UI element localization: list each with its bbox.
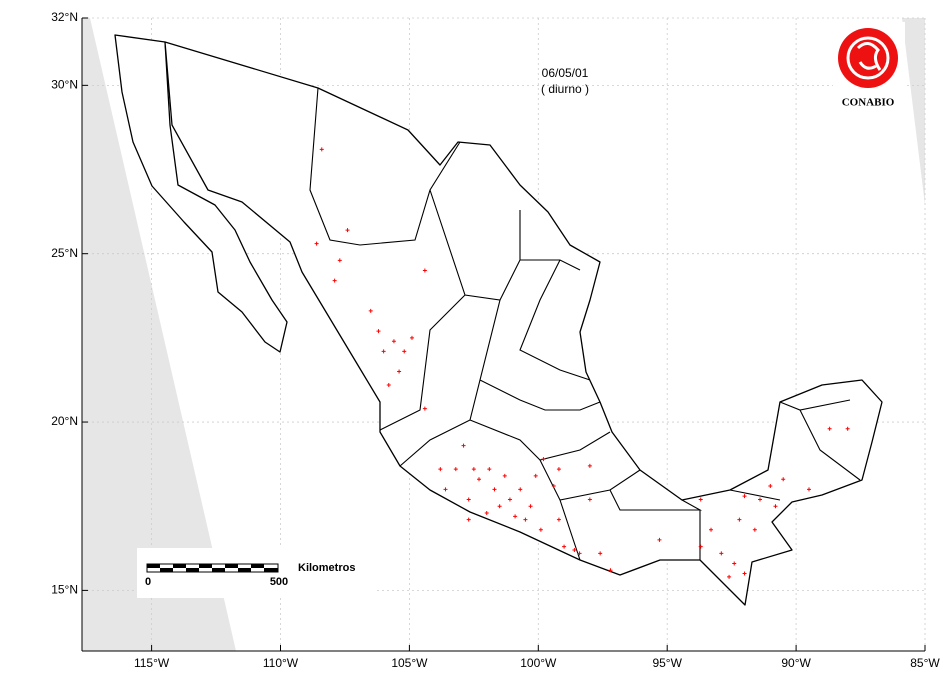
map-subtitle: ( diurno ) bbox=[541, 82, 589, 96]
x-tick-label: 90°W bbox=[781, 656, 811, 670]
fire-point bbox=[727, 574, 732, 579]
fire-point bbox=[391, 339, 396, 344]
y-tick-label: 25°N bbox=[51, 246, 78, 260]
no-data-region bbox=[82, 18, 236, 651]
fire-point bbox=[698, 497, 703, 502]
fire-point bbox=[332, 278, 337, 283]
scale-unit: Kilometros bbox=[298, 562, 355, 574]
x-tick-label: 115°W bbox=[134, 656, 170, 670]
fire-point bbox=[402, 349, 407, 354]
fire-point bbox=[533, 473, 538, 478]
y-tick-label: 30°N bbox=[51, 78, 78, 92]
fire-point bbox=[556, 467, 561, 472]
fire-point bbox=[541, 457, 546, 462]
fire-point bbox=[657, 537, 662, 542]
fire-point bbox=[742, 494, 747, 499]
fire-point bbox=[719, 551, 724, 556]
fire-point bbox=[507, 497, 512, 502]
fire-point bbox=[314, 241, 319, 246]
logo-text: CONABIO bbox=[842, 97, 895, 109]
fire-point bbox=[397, 369, 402, 374]
fire-point bbox=[518, 487, 523, 492]
fire-point bbox=[513, 514, 518, 519]
y-tick-label: 15°N bbox=[51, 583, 78, 597]
fire-point bbox=[827, 426, 832, 431]
fire-point bbox=[742, 571, 747, 576]
map-date: 06/05/01 bbox=[542, 66, 589, 80]
fire-point bbox=[538, 527, 543, 532]
logo: CONABIO bbox=[833, 22, 905, 112]
fire-point bbox=[477, 477, 482, 482]
fire-point bbox=[497, 504, 502, 509]
fire-point bbox=[386, 383, 391, 388]
fire-point bbox=[487, 467, 492, 472]
fire-point bbox=[562, 544, 567, 549]
fire-point bbox=[806, 487, 811, 492]
y-tick-label: 32°N bbox=[51, 10, 78, 24]
fire-point bbox=[709, 527, 714, 532]
y-tick-label: 20°N bbox=[51, 414, 78, 428]
x-tick-label: 85°W bbox=[910, 656, 940, 670]
mainland bbox=[164, 41, 883, 606]
fire-point bbox=[337, 258, 342, 263]
x-tick-label: 105°W bbox=[391, 656, 428, 670]
fire-point bbox=[471, 467, 476, 472]
fire-point bbox=[698, 544, 703, 549]
state-boundary bbox=[309, 87, 861, 561]
fire-point bbox=[577, 551, 582, 556]
scale-label: 500 bbox=[270, 576, 288, 588]
fire-point bbox=[737, 517, 742, 522]
fire-point bbox=[587, 463, 592, 468]
x-tick-label: 100°W bbox=[520, 656, 557, 670]
peninsula bbox=[114, 34, 288, 353]
fire-point bbox=[443, 487, 448, 492]
no-data-region bbox=[902, 18, 925, 205]
fire-point bbox=[587, 497, 592, 502]
fire-point bbox=[845, 426, 850, 431]
fire-point bbox=[551, 484, 556, 489]
fire-point bbox=[732, 561, 737, 566]
fire-point bbox=[572, 547, 577, 552]
fire-point bbox=[773, 504, 778, 509]
fire-point bbox=[345, 228, 350, 233]
fire-point bbox=[768, 484, 773, 489]
fire-point bbox=[461, 443, 466, 448]
fire-point bbox=[319, 147, 324, 152]
x-tick-label: 95°W bbox=[652, 656, 682, 670]
fire-point bbox=[368, 308, 373, 313]
fire-point bbox=[381, 349, 386, 354]
fire-point bbox=[523, 517, 528, 522]
fire-point bbox=[502, 473, 507, 478]
fire-point bbox=[492, 487, 497, 492]
fire-point bbox=[752, 527, 757, 532]
scale-bar: 0 500 Kilometros bbox=[137, 548, 375, 598]
fire-point bbox=[422, 268, 427, 273]
fire-point bbox=[528, 504, 533, 509]
fire-point bbox=[758, 497, 763, 502]
fire-point bbox=[409, 335, 414, 340]
fire-point bbox=[438, 467, 443, 472]
fire-point bbox=[422, 406, 427, 411]
x-tick-label: 110°W bbox=[263, 656, 299, 670]
scale-label: 0 bbox=[145, 576, 151, 588]
fire-point bbox=[556, 517, 561, 522]
fire-point bbox=[598, 551, 603, 556]
fire-point bbox=[608, 568, 613, 573]
fire-point bbox=[781, 477, 786, 482]
fire-point bbox=[466, 517, 471, 522]
fire-point bbox=[376, 329, 381, 334]
fire-point bbox=[466, 497, 471, 502]
fire-point bbox=[484, 510, 489, 515]
fire-point bbox=[453, 467, 458, 472]
